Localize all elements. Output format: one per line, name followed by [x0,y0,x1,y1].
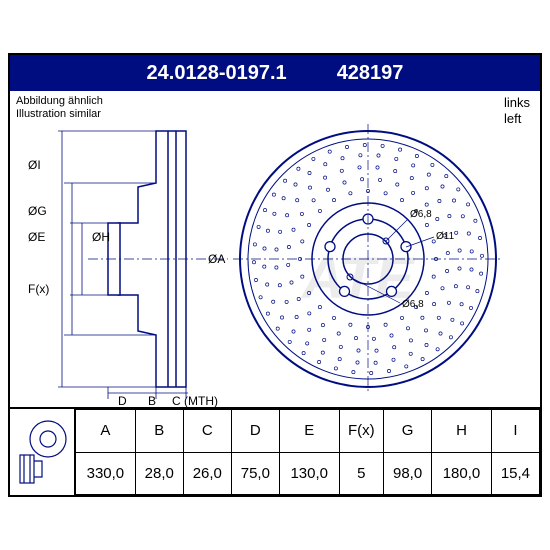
header-bar: 24.0128-0197.1 428197 [10,55,540,91]
label-d68b: Ø6,8 [402,299,424,310]
part-number: 24.0128-0197.1 [147,62,287,85]
drawing-svg: ATE [18,123,532,407]
col-B: B [135,410,183,453]
lbl-Fx: F(x) [28,282,49,296]
lbl-E: ØE [28,230,45,244]
lbl-A: ØA [208,252,225,266]
lbl-H: ØH [92,230,110,244]
val-H: 180,0 [432,452,492,495]
thumbnail [10,409,75,495]
thumb-svg [14,417,70,487]
lbl-D: D [118,394,127,407]
lbl-C: C (MTH) [172,394,218,407]
label-d68: Ø6,8 [410,209,432,220]
val-I: 15,4 [491,452,539,495]
alt-number: 428197 [337,62,404,85]
val-A: 330,0 [76,452,136,495]
lbl-B: B [148,394,156,407]
val-B: 28,0 [135,452,183,495]
drawing-area: ATE [18,123,532,407]
front-view: Ø6,8 Ø11 Ø6,8 [233,124,503,394]
illustration-note: Abbildung ähnlich Illustration similar [16,95,103,121]
lbl-G: ØG [28,204,47,218]
side-de: links [504,95,530,111]
col-C: C [183,410,231,453]
col-G: G [384,410,432,453]
dimension-table: A B C D E F(x) G H I 330,0 28,0 26,0 75,… [75,409,540,495]
dimension-table-area: A B C D E F(x) G H I 330,0 28,0 26,0 75,… [10,407,540,495]
technical-drawing-card: 24.0128-0197.1 428197 Abbildung ähnlich … [8,53,542,497]
col-H: H [432,410,492,453]
col-Fx: F(x) [339,410,383,453]
note-de: Abbildung ähnlich [16,95,103,108]
val-Fx: 5 [339,452,383,495]
val-C: 26,0 [183,452,231,495]
table-value-row: 330,0 28,0 26,0 75,0 130,0 5 98,0 180,0 … [76,452,540,495]
label-d11: Ø11 [436,231,455,242]
col-A: A [76,410,136,453]
col-E: E [279,410,339,453]
col-I: I [491,410,539,453]
col-D: D [231,410,279,453]
note-en: Illustration similar [16,108,103,121]
side-note: links left [504,95,530,126]
lbl-I: ØI [28,158,41,172]
watermark: ATE [300,246,416,311]
table-header-row: A B C D E F(x) G H I [76,410,540,453]
val-D: 75,0 [231,452,279,495]
val-G: 98,0 [384,452,432,495]
val-E: 130,0 [279,452,339,495]
side-view: ØI ØG ØE ØH ØA F(x) B C (MTH) D [28,131,228,407]
